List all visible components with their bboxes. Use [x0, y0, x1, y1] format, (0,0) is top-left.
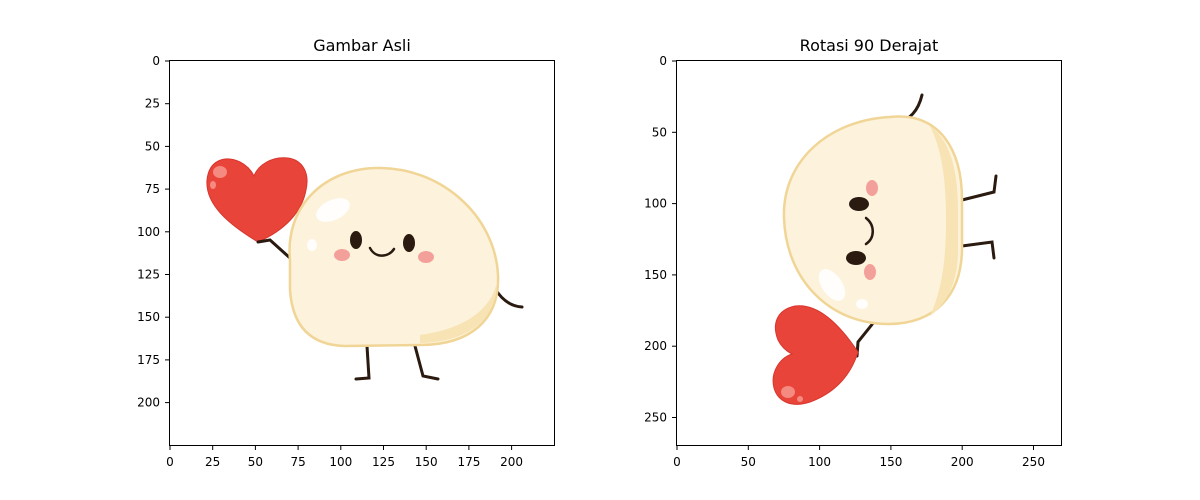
left-eye	[350, 231, 362, 249]
rotated-smile	[864, 216, 874, 246]
panel-title-original: Gambar Asli	[313, 36, 411, 55]
right-blush	[418, 251, 434, 263]
left-arm	[256, 238, 292, 260]
rotated-mochi-body	[782, 115, 964, 326]
rotated-body-shine	[818, 269, 846, 301]
heart-highlight	[213, 166, 227, 178]
mochi-image-original	[206, 157, 524, 381]
y-tick-label: 150	[644, 268, 667, 282]
x-tick-label: 175	[457, 455, 480, 469]
rotated-body-shine-small	[856, 299, 868, 309]
y-tick-label: 100	[137, 225, 160, 239]
y-tick-label: 125	[137, 268, 160, 282]
panel-title-rotated: Rotasi 90 Derajat	[799, 36, 939, 55]
rotated-blush-bottom	[864, 264, 876, 280]
x-tick-label: 200	[500, 455, 523, 469]
x-axis-rotated: 0 50 100 150 200 250	[673, 445, 1045, 469]
y-tick-label: 150	[137, 310, 160, 324]
rotated-leg-lower	[960, 240, 996, 260]
y-tick-label: 50	[145, 139, 160, 153]
y-tick-label: 0	[659, 54, 667, 68]
left-blush	[334, 249, 350, 261]
x-tick-label: 150	[879, 455, 902, 469]
y-tick-label: 25	[145, 97, 160, 111]
y-tick-label: 0	[152, 54, 160, 68]
body-shine-small	[307, 239, 317, 251]
y-tick-label: 200	[137, 396, 160, 410]
x-tick-label: 200	[951, 455, 974, 469]
x-tick-label: 100	[329, 455, 352, 469]
x-tick-label: 50	[248, 455, 263, 469]
rotated-body-shade	[930, 126, 958, 316]
mochi-body	[288, 166, 500, 348]
left-leg	[354, 344, 371, 381]
y-tick-label: 75	[145, 182, 160, 196]
y-tick-label: 200	[644, 339, 667, 353]
rotated-leg-upper	[960, 174, 998, 202]
y-tick-label: 100	[644, 197, 667, 211]
right-eye	[403, 234, 415, 252]
x-tick-label: 250	[1022, 455, 1045, 469]
x-tick-label: 25	[205, 455, 220, 469]
rotated-eye-bottom	[846, 251, 866, 265]
y-axis-original: 0 25 50 75 100 125 150 175 200	[137, 54, 170, 410]
rotated-heart-highlight-small	[797, 396, 803, 402]
x-axis-original: 0 25 50 75 100 125 150 175 200	[166, 445, 523, 469]
smile	[368, 246, 396, 257]
x-tick-label: 100	[808, 455, 831, 469]
mochi-body-shade	[420, 282, 497, 343]
rotated-arm-bottom	[855, 320, 876, 358]
body-shine	[316, 198, 350, 222]
rotated-heart-highlight	[781, 386, 795, 398]
x-tick-label: 0	[673, 455, 681, 469]
mochi-image-rotated	[772, 93, 998, 405]
rotated-blush-top	[866, 180, 878, 196]
axes-frame-rotated	[676, 60, 1062, 446]
axes-original: 0 25 50 75 100 125 150 175 200	[137, 54, 555, 469]
x-tick-label: 125	[372, 455, 395, 469]
y-tick-label: 50	[652, 125, 667, 139]
x-tick-label: 50	[741, 455, 756, 469]
rotated-heart-icon	[772, 305, 859, 405]
rotated-eye-top	[849, 197, 869, 211]
x-tick-label: 75	[290, 455, 305, 469]
y-axis-rotated: 0 50 100 150 200 250	[644, 54, 677, 425]
axes-rotated: 0 50 100 150 200 250 0 50 100 150 200	[644, 54, 1062, 469]
x-tick-label: 150	[415, 455, 438, 469]
y-tick-label: 250	[644, 411, 667, 425]
right-leg	[413, 344, 440, 381]
x-tick-label: 0	[166, 455, 174, 469]
axes-frame-original	[169, 60, 555, 446]
y-tick-label: 175	[137, 353, 160, 367]
heart-icon	[206, 157, 308, 243]
heart-highlight-small	[210, 181, 216, 189]
